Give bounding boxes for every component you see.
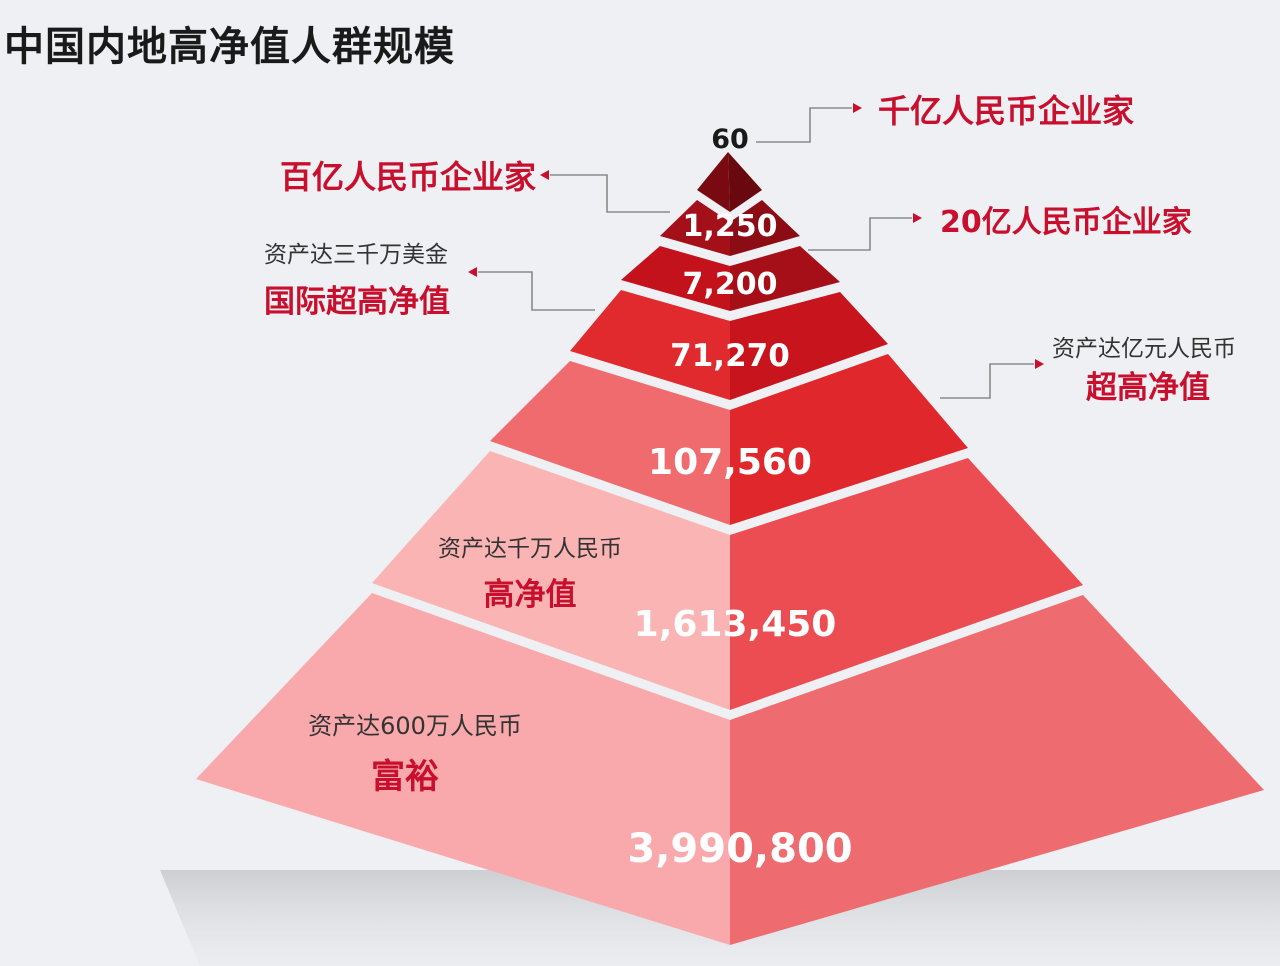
- level-4-value: 71,270: [670, 338, 790, 374]
- pyramid-level-5: [490, 354, 968, 525]
- level-1-value: 60: [711, 124, 749, 155]
- pyramid-level-6: [372, 451, 1083, 710]
- pyramid-level-2-left-face: [660, 200, 730, 256]
- pyramid-level-1-left-face: [697, 152, 730, 212]
- level-6-value: 1,613,450: [634, 604, 837, 645]
- connector-level-4: [478, 271, 595, 311]
- level-4-name: 国际超高净值: [264, 284, 450, 320]
- level-7-name: 富裕: [371, 757, 439, 797]
- pyramid-level-5-right-face: [730, 354, 968, 525]
- pyramid-level-5-left-face: [490, 361, 730, 525]
- pyramid-level-4-left-face: [570, 290, 730, 400]
- pyramid-level-7: [196, 593, 1264, 945]
- pyramid-level-6-left-face: [372, 451, 730, 710]
- pyramid-level-2-right-face: [730, 200, 800, 256]
- level-4-subtitle: 资产达三千万美金: [264, 242, 448, 268]
- arrow-level-3: [913, 213, 922, 223]
- level-7-value: 3,990,800: [627, 826, 852, 872]
- level-5-subtitle: 资产达亿元人民币: [1052, 336, 1236, 362]
- level-6-subtitle: 资产达千万人民币: [438, 536, 622, 562]
- level-6-name: 高净值: [484, 577, 577, 613]
- pyramid-level-2: [660, 200, 800, 256]
- level-2-name: 百亿人民币企业家: [280, 158, 536, 196]
- pyramid-level-3-left-face: [621, 246, 730, 311]
- pyramid-level-3: [621, 246, 840, 311]
- connector-level-5: [940, 363, 1034, 399]
- pyramid-level-4-right-face: [730, 292, 888, 400]
- level-5-value: 107,560: [648, 442, 812, 483]
- pyramid-level-4: [570, 290, 888, 400]
- connector-level-3: [808, 217, 912, 251]
- arrow-level-2: [540, 170, 549, 180]
- arrow-level-5: [1035, 359, 1044, 369]
- pyramid-level-7-left-face: [196, 593, 730, 945]
- connector-level-1: [756, 107, 852, 143]
- arrow-level-4: [468, 267, 477, 277]
- level-1-name: 千亿人民币企业家: [878, 92, 1134, 130]
- level-3-value: 7,200: [683, 267, 778, 302]
- level-2-value: 1,250: [683, 209, 778, 244]
- level-5-name: 超高净值: [1086, 370, 1210, 406]
- level-3-name: 20亿人民币企业家: [940, 205, 1192, 240]
- connector-level-2: [550, 174, 670, 213]
- pyramid-level-1: [697, 152, 762, 212]
- arrow-level-1: [853, 103, 862, 113]
- pyramid-level-3-right-face: [730, 246, 840, 311]
- pyramid-level-7-right-face: [730, 595, 1264, 945]
- pyramid-level-6-right-face: [730, 458, 1083, 710]
- chart-title: 中国内地高净值人群规模: [4, 24, 455, 70]
- level-7-subtitle: 资产达600万人民币: [308, 712, 522, 740]
- pyramid-level-1-right-face: [728, 152, 762, 212]
